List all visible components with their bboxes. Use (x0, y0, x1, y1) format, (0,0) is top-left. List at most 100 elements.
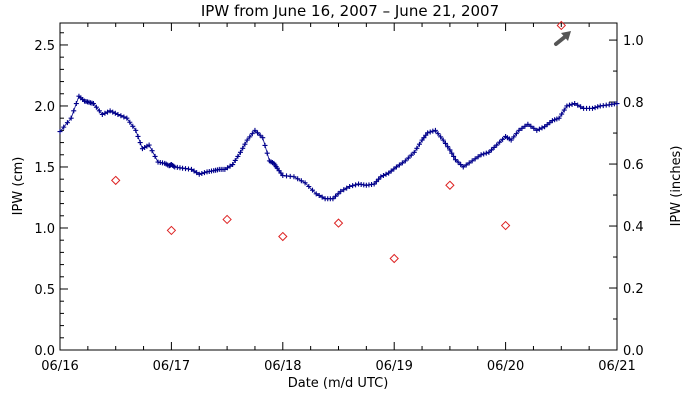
ipw-point (222, 166, 228, 172)
ipw-point (68, 115, 74, 121)
y-axis-label-left: IPW (cm) (11, 157, 26, 216)
ipw-point (460, 164, 466, 170)
ipw-point (554, 116, 560, 122)
ipw-point (497, 139, 503, 145)
y-axis-right: 0.0 0.2 0.4 0.6 0.8 1.0 (609, 34, 644, 359)
ipw-point (112, 110, 118, 116)
ipw-point (371, 181, 377, 187)
y2-tick-label: 0.2 (623, 282, 644, 297)
diamond-point (445, 180, 455, 190)
ipw-point (445, 144, 451, 150)
ipw-point (247, 134, 253, 140)
ipw-point (393, 164, 399, 170)
ipw-point (513, 131, 519, 137)
ipw-point (566, 102, 572, 108)
ipw-point (376, 176, 382, 182)
x-tick-label: 06/17 (153, 359, 190, 374)
ipw-point (408, 152, 414, 158)
ipw-point (230, 162, 236, 168)
ipw-point (124, 115, 130, 121)
ipw-point (544, 122, 550, 128)
ipw-point (578, 104, 584, 110)
ipw-point (391, 166, 397, 172)
ipw-point (383, 171, 389, 177)
ipw-point (235, 153, 241, 159)
ipw-point (449, 150, 455, 156)
ipw-point (302, 180, 308, 186)
ipw-point (57, 129, 63, 135)
ipw-point (455, 159, 461, 165)
ipw-point (402, 158, 408, 164)
ipw-point (458, 162, 464, 168)
ipw-point (107, 108, 113, 114)
ipw-point (451, 153, 457, 159)
ipw-point (335, 191, 341, 197)
ipw-point (232, 157, 238, 163)
ipw-point (133, 127, 139, 133)
ipw-point (432, 127, 438, 133)
ipw-point (386, 170, 392, 176)
ipw-point (442, 140, 448, 146)
ipw-point (121, 114, 127, 120)
diamond-point (389, 253, 399, 264)
ipw-point (539, 125, 545, 131)
ipw-point (396, 162, 402, 168)
ipw-point (575, 102, 581, 108)
ipw-point (350, 183, 356, 189)
ipw-point (614, 101, 620, 107)
ipw-point (61, 124, 67, 130)
ipw-point (425, 130, 431, 136)
ipw-point (333, 193, 339, 199)
ipw-point (316, 192, 322, 198)
y-tick-label: 0.5 (34, 283, 55, 298)
ipw-point (341, 187, 347, 193)
x-tick-label: 06/20 (487, 359, 524, 374)
ipw-point (291, 174, 297, 180)
ipw-point (508, 137, 514, 143)
ipw-point (146, 142, 152, 148)
ipw-point (115, 112, 121, 118)
ipw-point (531, 125, 537, 131)
y2-tick-label: 0.8 (623, 96, 644, 111)
ipw-point (73, 101, 79, 107)
ipw-point (191, 168, 197, 174)
ipw-point (552, 117, 558, 123)
ipw-point (260, 135, 266, 141)
ipw-point (118, 113, 124, 119)
ipw-point (399, 160, 405, 166)
ipw-point (201, 170, 207, 176)
ipw-point (547, 120, 553, 126)
ipw-point (516, 127, 522, 133)
ipw-point (188, 166, 194, 172)
ipw-point (466, 160, 472, 166)
ipw-point (344, 185, 350, 191)
diamond-point (556, 20, 567, 31)
ipw-point (353, 182, 359, 188)
ipw-point (411, 149, 417, 155)
ipw-point (237, 149, 243, 155)
ipw-point (347, 184, 353, 189)
ipw-point (110, 109, 116, 115)
diamond-point (278, 231, 288, 242)
diamond-point (500, 220, 511, 231)
ipw-point (542, 124, 548, 130)
ipw-point (171, 163, 177, 169)
y2-tick-label: 1.0 (623, 34, 644, 49)
ipw-point (427, 129, 433, 135)
ipw-point (240, 145, 246, 151)
diamond-point (110, 175, 121, 186)
ipw-point (313, 191, 319, 197)
ipw-point (595, 104, 601, 110)
ipw-point (559, 111, 565, 117)
ipw-point (486, 149, 492, 155)
ipw-point (298, 178, 304, 184)
ipw-point (64, 120, 70, 126)
y-axis-left: 0.0 0.5 1.0 1.5 2.0 2.5 (34, 32, 68, 359)
y-tick-label: 1.0 (34, 222, 55, 237)
ipw-point (414, 145, 420, 151)
x-axis-label: Date (m/d UTC) (288, 376, 389, 391)
x-axis: 06/16 06/17 06/18 06/19 06/20 06/21 (41, 23, 636, 374)
ipw-point (483, 150, 489, 156)
ipw-point (99, 112, 105, 118)
ipw-point (224, 165, 230, 171)
